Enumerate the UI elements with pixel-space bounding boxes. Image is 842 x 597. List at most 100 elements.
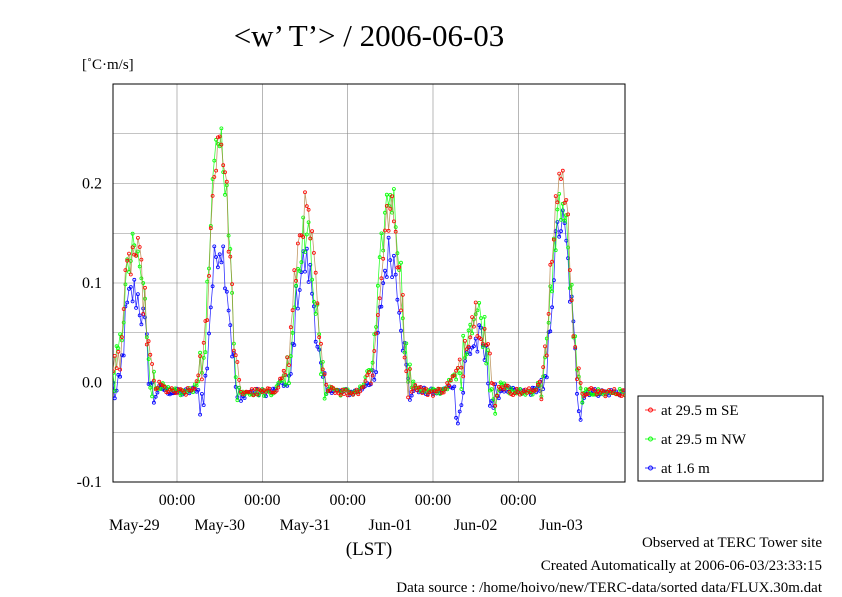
data-point	[358, 389, 363, 394]
data-point	[310, 229, 315, 234]
data-point	[183, 392, 188, 397]
data-point	[249, 387, 254, 392]
data-point	[557, 234, 562, 239]
data-point	[516, 390, 521, 395]
data-point	[118, 374, 122, 379]
data-point	[143, 285, 147, 290]
data-point	[210, 193, 215, 198]
data-point	[438, 387, 443, 391]
data-point	[397, 310, 402, 315]
data-point	[244, 389, 249, 394]
data-point	[135, 292, 140, 297]
data-point	[208, 305, 213, 310]
data-point	[113, 396, 117, 401]
data-point	[150, 362, 155, 366]
data-point	[537, 379, 542, 384]
data-point	[575, 391, 579, 396]
data-point	[548, 284, 553, 289]
legend-label: at 29.5 m SE	[661, 403, 739, 419]
data-point	[464, 352, 469, 357]
data-point	[313, 270, 318, 275]
data-point	[576, 409, 581, 414]
data-point	[457, 371, 462, 376]
data-point	[404, 369, 409, 374]
data-point	[320, 359, 325, 364]
data-point	[473, 300, 478, 305]
y-tick-label: 0.2	[82, 176, 102, 193]
data-point	[297, 233, 302, 238]
data-point	[219, 260, 224, 265]
data-point	[267, 386, 272, 391]
data-point	[226, 308, 231, 313]
data-point	[578, 381, 583, 385]
data-point	[219, 126, 224, 131]
data-point	[219, 142, 224, 147]
data-point	[544, 353, 549, 358]
data-point	[223, 286, 227, 291]
data-point	[271, 386, 275, 391]
data-point	[457, 409, 462, 414]
data-point	[199, 391, 204, 396]
data-point	[310, 277, 315, 282]
data-point	[455, 421, 460, 426]
data-point	[598, 390, 602, 395]
legend-label: at 29.5 m NW	[661, 432, 747, 448]
data-point	[313, 311, 318, 316]
data-point	[454, 377, 459, 382]
data-point	[512, 391, 517, 396]
data-point	[447, 384, 451, 388]
data-point	[228, 254, 233, 259]
data-point	[237, 377, 242, 382]
data-point	[487, 403, 492, 408]
data-point	[367, 370, 371, 375]
data-point	[600, 388, 604, 393]
data-point	[395, 265, 400, 270]
data-point	[493, 403, 498, 408]
data-point	[498, 380, 503, 385]
data-point	[393, 229, 398, 234]
data-point	[411, 386, 416, 391]
data-point	[377, 255, 382, 260]
data-point	[614, 392, 618, 397]
data-point	[324, 391, 329, 396]
data-point	[402, 355, 407, 360]
data-point	[459, 365, 464, 370]
data-point	[231, 348, 236, 353]
data-point	[479, 325, 483, 330]
data-point	[121, 320, 126, 325]
data-point	[436, 386, 441, 391]
data-point	[304, 204, 309, 209]
data-point	[137, 313, 142, 318]
data-point	[477, 323, 482, 328]
data-point	[553, 248, 558, 253]
data-point	[294, 283, 299, 288]
data-point	[130, 231, 135, 236]
data-point	[455, 365, 460, 370]
data-point	[306, 280, 311, 284]
data-point	[148, 385, 153, 390]
data-point	[173, 386, 178, 391]
data-point	[311, 304, 316, 309]
x-tick-day-label: Jun-02	[454, 517, 498, 534]
data-point	[544, 375, 549, 380]
data-point	[384, 192, 389, 197]
data-point	[591, 392, 595, 397]
data-point	[235, 398, 240, 403]
data-point	[578, 386, 583, 391]
data-point	[559, 229, 563, 234]
data-point	[169, 386, 174, 391]
data-point	[381, 281, 386, 286]
data-point	[491, 381, 496, 386]
data-point	[525, 390, 530, 395]
x-tick-time-label: 00:00	[329, 492, 365, 509]
data-point	[139, 257, 144, 262]
data-point	[164, 390, 169, 395]
data-point	[365, 373, 370, 378]
data-point	[276, 385, 281, 390]
data-point	[146, 339, 151, 344]
data-point	[550, 289, 554, 294]
data-point	[374, 331, 379, 336]
data-point	[621, 388, 625, 393]
data-point	[418, 385, 423, 390]
data-point	[144, 342, 149, 347]
